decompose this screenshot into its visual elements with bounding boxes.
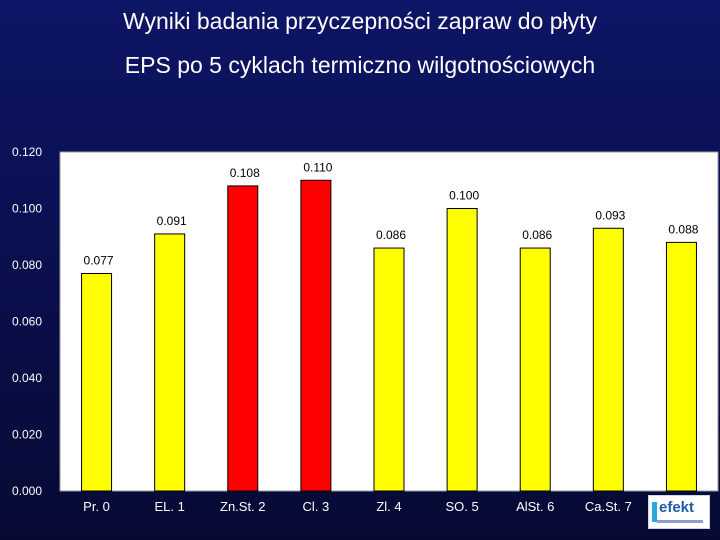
data-label: 0.093 xyxy=(595,208,625,222)
x-tick-label: Pr. 0 xyxy=(83,499,110,514)
y-tick-label: 0.080 xyxy=(12,258,42,272)
x-tick-label: Cl. 3 xyxy=(303,499,330,514)
bar xyxy=(519,247,551,492)
data-label: 0.088 xyxy=(668,222,698,236)
x-tick-label: SO. 5 xyxy=(445,499,478,514)
data-label: 0.091 xyxy=(157,214,187,228)
x-tick-label: Ca.St. 7 xyxy=(585,499,632,514)
x-tick-label: EL. 1 xyxy=(154,499,184,514)
data-label: 0.086 xyxy=(522,228,552,242)
data-label: 0.110 xyxy=(303,160,332,174)
data-label: 0.100 xyxy=(449,189,479,203)
y-tick-label: 0.120 xyxy=(12,145,42,159)
chart-title-line1: Wyniki badania przyczepności zapraw do p… xyxy=(122,8,598,34)
x-tick-label: Zl. 4 xyxy=(376,499,401,514)
data-label: 0.108 xyxy=(230,166,260,180)
bar xyxy=(665,241,697,492)
y-tick-label: 0.060 xyxy=(12,315,42,329)
data-label: 0.077 xyxy=(84,253,114,267)
bar xyxy=(592,227,624,492)
bar xyxy=(227,185,259,492)
y-tick-label: 0.000 xyxy=(12,484,42,498)
bar xyxy=(373,247,405,492)
chart-title-line2: EPS po 5 cyklach termiczno wilgotnościow… xyxy=(124,52,596,78)
bar xyxy=(300,179,332,492)
efekt-logo: efekt xyxy=(648,495,710,529)
y-tick-label: 0.020 xyxy=(12,428,42,442)
bar xyxy=(446,208,478,492)
bar xyxy=(154,233,186,492)
bar xyxy=(81,272,113,492)
x-tick-label: Zn.St. 2 xyxy=(220,499,266,514)
logo-text: efekt xyxy=(659,499,695,516)
y-tick-label: 0.100 xyxy=(12,202,42,216)
x-tick-label: AlSt. 6 xyxy=(516,499,554,514)
data-label: 0.086 xyxy=(376,228,406,242)
y-tick-label: 0.040 xyxy=(12,371,42,385)
